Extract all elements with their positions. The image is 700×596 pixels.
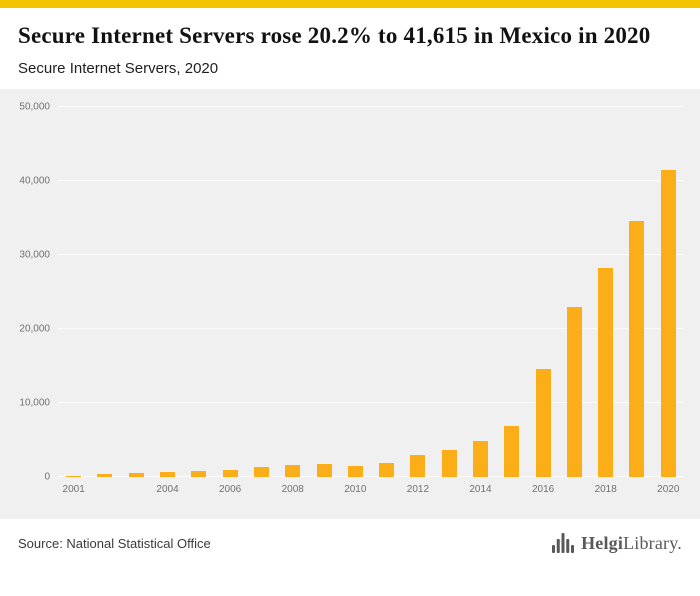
bar-2008 [285,464,301,478]
x-tick-label-2005 [183,484,214,506]
x-tick-label-2007 [246,484,277,506]
bar-slot-2002 [89,107,120,478]
y-tick-label: 30,000 [19,249,50,261]
bar-slot-2013 [434,107,465,478]
y-tick-label: 50,000 [19,101,50,113]
x-tick-label-2017 [559,484,590,506]
bar-slot-2016 [527,107,558,478]
bar-slot-2004 [152,107,183,478]
gridline-10000 [58,402,684,404]
bar-2011 [379,462,395,478]
bar-2004 [160,472,176,478]
helgi-library-logo[interactable]: HelgiLibrary. [552,533,682,554]
bar-slot-2010 [340,107,371,478]
bar-2012 [410,454,426,478]
logo-text-suffix: . [677,532,682,553]
x-tick-label-2006: 2006 [219,484,242,496]
accent-strip [0,0,700,8]
gridline-50000 [58,106,684,108]
bar-slot-2011 [371,107,402,478]
bar-2014 [473,441,488,478]
bar-2002 [97,474,113,478]
bar-2015 [504,425,520,478]
x-tick-label-2014: 2014 [469,484,492,496]
bar-slot-2012 [402,107,433,478]
bar-2013 [441,450,457,478]
bar-slot-2009 [308,107,339,478]
x-tick-label-2010: 2010 [344,484,367,496]
x-axis-labels: 2001 2004 2006 2008 2010 2012 2014 2016 2018 2020 [58,484,684,506]
x-tick-label-2018: 2018 [594,484,617,496]
bar-slot-2014 [465,107,496,478]
gridline-0 [58,476,684,478]
bar-2010 [347,465,363,478]
x-tick-label-2008: 2008 [281,484,304,496]
x-tick-label-2012: 2012 [406,484,430,496]
bar-2009 [316,464,332,478]
y-tick-label: 40,000 [19,175,50,187]
bar-slot-2001 [58,107,89,478]
x-tick-label-2001: 2001 [62,484,85,496]
logo-text-helgi: Helgi [581,532,624,553]
bar-slot-2020 [653,107,684,478]
bar-slot-2005 [183,107,214,478]
x-tick-label-2011 [371,484,402,506]
chart-title: Secure Internet Servers rose 20.2% to 41… [18,23,651,48]
y-tick-label: 20,000 [19,323,50,335]
x-tick-label-2002 [89,484,120,506]
bar-slot-2017 [559,107,590,478]
bar-2006 [222,469,238,478]
logo-text-library: Library [623,532,678,553]
bar-chart-plot: 0 10,000 20,000 30,000 40,000 50,000 [19,102,684,483]
gridlines: 0 10,000 20,000 30,000 40,000 50,000 [19,102,684,483]
bar-2001 [66,475,82,478]
bar-2018 [598,268,614,478]
x-tick-label-2020: 2020 [657,484,680,496]
chart-header: Secure Internet Servers rose 20.2% to 41… [0,8,700,90]
x-tick-label-2004: 2004 [156,484,179,496]
x-tick-label-2015 [496,484,527,506]
bars-container [58,107,684,478]
bar-2016 [535,368,551,478]
y-tick-label: 10,000 [19,397,50,409]
chart-footer: Source: National Statistical Office Helg… [0,519,700,568]
x-tick-label-2019 [621,484,652,506]
x-tick-label-2003 [121,484,152,506]
bar-2003 [128,473,144,478]
bar-2019 [629,221,645,478]
bar-2005 [191,471,207,478]
source-text: Source: National Statistical Office [18,535,211,551]
logo-text: HelgiLibrary. [581,533,682,554]
bar-slot-2019 [621,107,652,478]
x-tick-label-2013 [434,484,465,506]
gridline-20000 [58,328,684,330]
x-tick-label-2016: 2016 [531,484,555,496]
bar-2017 [566,306,582,478]
helgi-bars-icon [552,533,575,554]
chart-area: 0 10,000 20,000 30,000 40,000 50,000 2001 2004… [0,89,700,520]
gridline-30000 [58,254,684,256]
chart-subtitle: Secure Internet Servers, 2020 [18,60,219,78]
bar-slot-2008 [277,107,308,478]
bar-2020 [660,169,676,478]
x-tick-label-2009 [308,484,339,506]
bar-slot-2015 [496,107,527,478]
gridline-40000 [58,180,684,182]
bar-2007 [253,467,269,478]
bar-slot-2006 [214,107,245,478]
bar-slot-2003 [121,107,152,478]
y-tick-label: 0 [44,471,50,483]
bar-slot-2007 [246,107,277,478]
bar-slot-2018 [590,107,621,478]
